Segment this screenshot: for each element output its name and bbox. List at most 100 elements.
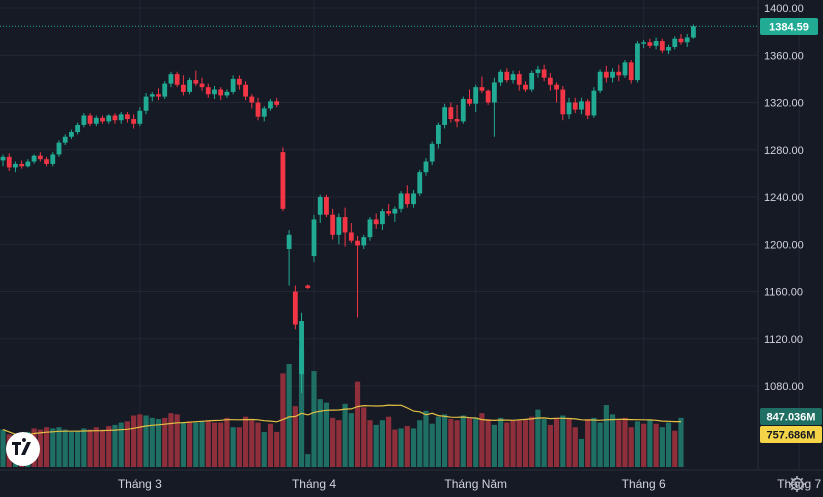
candle-body [647, 42, 653, 46]
volume-bar [43, 427, 50, 467]
candle-body [261, 108, 267, 117]
volume-bar [442, 414, 448, 467]
candle-body [460, 98, 466, 122]
candle-body [560, 89, 566, 115]
volume-bar [106, 426, 112, 467]
candle-body [280, 152, 286, 209]
candle-body [516, 74, 522, 85]
candle-body [268, 101, 273, 109]
price-tick-label: 1320.00 [764, 98, 804, 110]
volume-tag: 847.036M [760, 408, 822, 425]
last-price-tag: 1384.59 [760, 18, 818, 35]
candle-body [423, 161, 429, 173]
volume-bar [193, 422, 199, 467]
price-axis[interactable]: 1400.00 1360.00 1320.00 1280.00 1240.00 1200.… [764, 3, 804, 393]
candle-body [597, 71, 603, 91]
volume-bar [56, 427, 62, 467]
candle-body [286, 234, 292, 249]
candle-body [442, 107, 448, 125]
volume-bar [529, 416, 535, 467]
candle-body [75, 124, 81, 133]
candle-body [236, 78, 242, 85]
candle-body [37, 155, 43, 160]
candle-body [87, 115, 93, 124]
volume-bar [118, 422, 124, 467]
volume-bar [342, 403, 348, 467]
volume-bar [491, 424, 497, 467]
candle-body [249, 96, 255, 103]
candle-body [541, 69, 547, 78]
volume-bar [205, 420, 211, 467]
volume-bar [361, 407, 367, 467]
candle-body [591, 90, 597, 116]
volume-bar [336, 420, 342, 467]
volume-bar [386, 416, 392, 467]
volume-bar [224, 417, 230, 467]
tradingview-logo[interactable] [6, 432, 40, 466]
volume-bar [37, 429, 43, 467]
price-tick-label: 1200.00 [764, 239, 804, 251]
volume-bar [62, 429, 68, 467]
volume-bar [404, 426, 410, 467]
candle-body [554, 84, 559, 90]
volume-bar [541, 419, 547, 467]
time-tick-label: Tháng 3 [118, 477, 162, 491]
candle-body [100, 117, 105, 122]
volume-bar [379, 420, 386, 467]
candle-body [635, 43, 640, 81]
volume-bar [616, 420, 622, 467]
volume-bar [75, 430, 81, 467]
volume-bar [93, 427, 99, 467]
candle-body [180, 84, 186, 92]
volume-bar [566, 419, 572, 467]
volume-bar [199, 421, 205, 467]
volume-bar [187, 421, 193, 467]
candle-body [485, 90, 491, 103]
volume-bar [174, 414, 180, 467]
candle-body [93, 117, 99, 124]
volume-bar [516, 420, 522, 467]
candle-body [411, 193, 416, 205]
candle-body [659, 41, 665, 51]
volume-bar [473, 417, 479, 467]
candle-body [56, 142, 62, 155]
volume-bar [112, 424, 118, 467]
settings-gear-icon[interactable] [789, 476, 805, 492]
volume-bar [547, 424, 553, 467]
candle-body [149, 94, 155, 97]
volume-bar [0, 429, 6, 467]
volume-bar [99, 429, 106, 467]
volume-bar [585, 419, 591, 467]
volume-bar [354, 381, 361, 467]
candle-body [311, 219, 317, 257]
volume-bar [553, 417, 560, 467]
candle-body [610, 71, 615, 78]
volume-bar [137, 414, 143, 467]
candle-body [44, 159, 49, 164]
candle-body [168, 74, 174, 84]
candle-body [436, 124, 441, 144]
volume-bar [634, 421, 641, 467]
candle-body [50, 154, 56, 164]
volume-bar [348, 413, 354, 467]
candle-body [174, 74, 180, 85]
time-tick-label: Tháng Năm [444, 477, 507, 491]
volume-bar [417, 420, 423, 467]
volume-bar [398, 428, 404, 467]
candle-body [224, 91, 230, 96]
gridlines [0, 0, 800, 470]
candle-body [504, 71, 510, 81]
tradingview-logo-icon [12, 438, 31, 455]
price-tick-label: 1360.00 [764, 50, 804, 62]
volume-bar [665, 422, 672, 467]
volume-bar [479, 413, 485, 467]
candle-body [324, 197, 329, 215]
volume-bar [162, 417, 168, 467]
volume-bar [429, 423, 435, 467]
candle-body [429, 143, 435, 162]
volume-bar [522, 419, 529, 467]
candle-body [547, 77, 553, 85]
candle-body [523, 84, 528, 90]
time-axis[interactable]: Tháng 3 Tháng 4 Tháng Năm Tháng 6 Tháng 7 [118, 477, 822, 491]
